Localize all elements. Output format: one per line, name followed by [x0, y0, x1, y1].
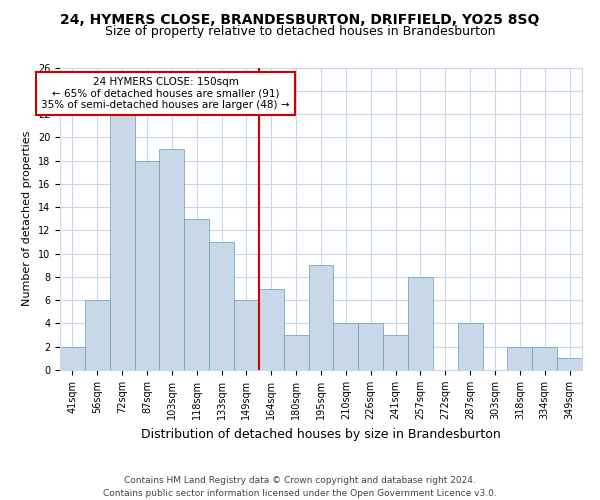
- X-axis label: Distribution of detached houses by size in Brandesburton: Distribution of detached houses by size …: [141, 428, 501, 440]
- Bar: [334, 324, 358, 370]
- Bar: [60, 346, 85, 370]
- Text: Size of property relative to detached houses in Brandesburton: Size of property relative to detached ho…: [105, 25, 495, 38]
- Bar: [85, 300, 110, 370]
- Bar: [308, 266, 334, 370]
- Bar: [134, 160, 160, 370]
- Text: 24 HYMERS CLOSE: 150sqm
← 65% of detached houses are smaller (91)
35% of semi-de: 24 HYMERS CLOSE: 150sqm ← 65% of detache…: [41, 77, 290, 110]
- Text: Contains HM Land Registry data © Crown copyright and database right 2024.
Contai: Contains HM Land Registry data © Crown c…: [103, 476, 497, 498]
- Bar: [383, 335, 408, 370]
- Bar: [110, 114, 134, 370]
- Bar: [358, 324, 383, 370]
- Bar: [557, 358, 582, 370]
- Bar: [259, 288, 284, 370]
- Y-axis label: Number of detached properties: Number of detached properties: [22, 131, 32, 306]
- Bar: [160, 149, 184, 370]
- Bar: [284, 335, 308, 370]
- Text: 24, HYMERS CLOSE, BRANDESBURTON, DRIFFIELD, YO25 8SQ: 24, HYMERS CLOSE, BRANDESBURTON, DRIFFIE…: [61, 12, 539, 26]
- Bar: [234, 300, 259, 370]
- Bar: [408, 277, 433, 370]
- Bar: [458, 324, 482, 370]
- Bar: [508, 346, 532, 370]
- Bar: [532, 346, 557, 370]
- Bar: [209, 242, 234, 370]
- Bar: [184, 219, 209, 370]
